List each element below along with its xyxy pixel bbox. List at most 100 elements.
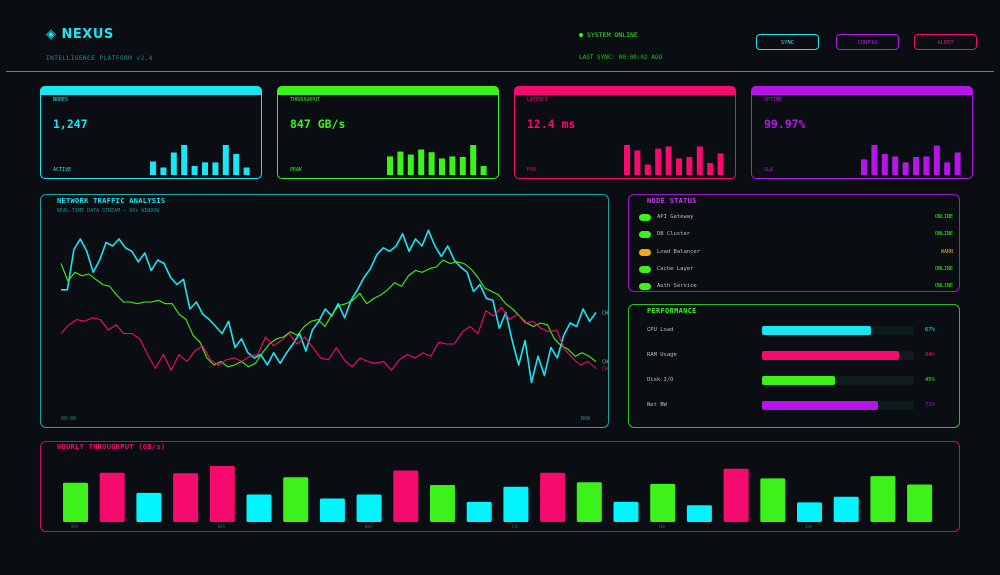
card-throughput: THROUGHPUT 847 GB/s PEAK xyxy=(277,86,499,179)
hourly-tick-label: 00h xyxy=(71,524,79,529)
node-status-badge: ONLINE xyxy=(934,214,953,220)
progress-track xyxy=(762,326,914,335)
performance-title: PERFORMANCE xyxy=(647,307,697,315)
spark-bar xyxy=(233,154,240,175)
status-dot-icon xyxy=(639,283,651,290)
spark-bar xyxy=(933,145,940,175)
spark-bar xyxy=(686,157,693,175)
status-dot-icon xyxy=(639,266,651,273)
alert-button[interactable]: ALERT xyxy=(914,34,977,50)
node-status-title: NODE STATUS xyxy=(647,197,697,205)
node-row-auth-service[interactable]: Auth Service ONLINE xyxy=(639,281,953,293)
header-divider xyxy=(6,71,994,72)
spark-bar xyxy=(459,157,466,175)
hourly-bar xyxy=(356,494,382,522)
hourly-tick-label: 16h xyxy=(658,524,666,529)
card-label: THROUGHPUT xyxy=(290,97,321,103)
hourly-bar xyxy=(797,502,822,522)
hourly-bar xyxy=(870,476,896,522)
hourly-tick-label: 20h xyxy=(805,524,813,529)
spark-bar xyxy=(892,156,899,175)
series-line xyxy=(60,259,597,368)
traffic-line-chart: CH1 CH2CH3 xyxy=(60,229,608,384)
spark-bar xyxy=(913,157,919,175)
progress-fill xyxy=(762,351,899,360)
hourly-bar xyxy=(540,472,566,522)
card-sparkbars xyxy=(150,145,250,175)
spark-bar xyxy=(634,150,641,175)
perf-value: 45% xyxy=(925,377,935,383)
spark-bar xyxy=(665,146,672,175)
hourly-title: HOURLY THROUGHPUT (GB/s) xyxy=(57,443,166,451)
spark-bar xyxy=(170,152,177,175)
hourly-bar xyxy=(833,496,859,522)
config-button[interactable]: CONFIG xyxy=(836,34,899,50)
perf-row-ram: RAM Usage 84% xyxy=(647,350,943,362)
progress-track xyxy=(762,401,914,410)
performance-panel: PERFORMANCE CPU Load 67% RAM Usage 84% D… xyxy=(628,304,960,428)
node-name: API Gateway xyxy=(657,214,694,220)
node-status-badge: ONLINE xyxy=(934,231,953,237)
spark-bar xyxy=(861,159,867,175)
spark-bar xyxy=(202,162,208,175)
last-sync: LAST SYNC: 00:00:02 AGO xyxy=(579,54,663,61)
traffic-title: NETWORK TRAFFIC ANALYSIS xyxy=(57,197,166,205)
spark-bar xyxy=(449,156,456,175)
spark-bar xyxy=(655,148,662,175)
status-dot-icon xyxy=(579,33,583,37)
progress-fill xyxy=(762,376,835,385)
spark-bar xyxy=(407,154,414,175)
spark-bar xyxy=(954,152,961,175)
card-sparkbars xyxy=(624,145,724,175)
traffic-subtitle: REAL-TIME DATA STREAM — 60s WINDOW xyxy=(57,208,160,214)
node-name: Auth Service xyxy=(657,283,697,289)
spark-bar xyxy=(439,158,445,175)
spark-bar xyxy=(212,162,219,175)
card-label: LATENCY xyxy=(527,97,549,103)
card-footer: PEAK xyxy=(290,167,303,173)
node-row-load-balancer[interactable]: Load Balancer WARN xyxy=(639,247,953,259)
card-sparkbars xyxy=(387,145,487,175)
node-name: Load Balancer xyxy=(657,249,701,255)
hourly-bar xyxy=(686,505,712,522)
progress-fill xyxy=(762,401,878,410)
card-topbar xyxy=(514,86,736,95)
perf-label: Net BW xyxy=(647,402,667,408)
node-row-api-gateway[interactable]: API Gateway ONLINE xyxy=(639,212,953,224)
x-axis-start-label: 00:00 xyxy=(61,416,77,422)
perf-row-cpu: CPU Load 67% xyxy=(647,325,943,337)
hourly-bar xyxy=(209,466,235,522)
node-row-db-cluster[interactable]: DB Cluster ONLINE xyxy=(639,229,953,241)
diamond-icon: ◈ xyxy=(46,27,57,42)
card-latency: LATENCY 12.4 ms P99 xyxy=(514,86,736,179)
spark-bar xyxy=(480,166,487,175)
card-footer: ACTIVE xyxy=(53,167,72,173)
hourly-tick-label: 04h xyxy=(218,524,226,529)
node-row-cache-layer[interactable]: Cache Layer ONLINE xyxy=(639,264,953,276)
hourly-bar xyxy=(650,483,676,522)
hourly-bar xyxy=(63,482,88,522)
perf-label: RAM Usage xyxy=(647,352,677,358)
spark-bar xyxy=(181,145,188,175)
hourly-bar xyxy=(319,498,345,522)
spark-bar xyxy=(944,162,951,175)
spark-bar xyxy=(222,145,229,175)
system-status: SYSTEM ONLINE xyxy=(579,31,638,39)
node-status-panel: NODE STATUS API Gateway ONLINE DB Cluste… xyxy=(628,194,960,292)
spark-bar xyxy=(418,149,425,175)
sync-button[interactable]: SYNC xyxy=(756,34,819,50)
perf-value: 67% xyxy=(925,327,935,333)
hourly-bar xyxy=(576,482,602,522)
node-status-badge: ONLINE xyxy=(934,283,953,289)
card-value: 1,247 xyxy=(53,117,88,131)
progress-track xyxy=(762,376,914,385)
card-topbar xyxy=(277,86,499,95)
status-dot-icon xyxy=(639,214,651,221)
perf-label: Disk I/O xyxy=(647,377,674,383)
card-value: 847 GB/s xyxy=(290,117,346,131)
hourly-panel: HOURLY THROUGHPUT (GB/s) 00h 04h 08h 12h 16h… xyxy=(40,441,960,532)
series-line xyxy=(60,306,597,371)
series-end-label: CH2 xyxy=(602,360,608,366)
card-topbar xyxy=(751,86,973,95)
hourly-bar xyxy=(613,501,639,522)
